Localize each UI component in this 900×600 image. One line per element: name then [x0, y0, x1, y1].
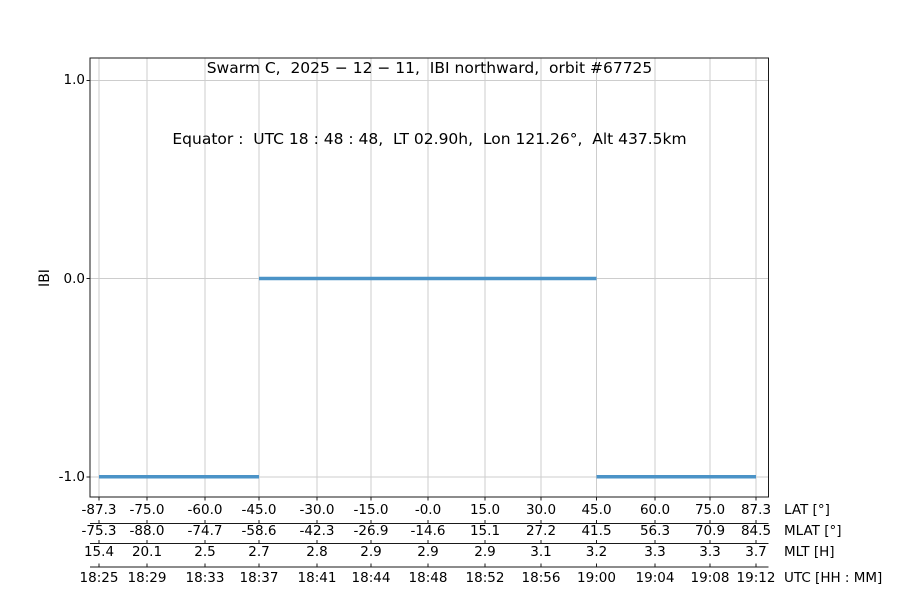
tick-label-lat: 87.3 [740, 501, 772, 518]
tick-label-mlat: 41.5 [581, 522, 612, 539]
tick-label-mlt: 2.8 [306, 543, 328, 560]
y-tick-label: -1.0 [58, 469, 85, 485]
tick-label-lat: -30.0 [299, 501, 335, 518]
tick-label-utc: 18:56 [521, 569, 561, 586]
tick-label-lat: -45.0 [241, 501, 277, 518]
x-row-label-mlt: MLT [H] [784, 543, 835, 560]
tick-label-lat: -60.0 [187, 501, 223, 518]
tick-label-lat: 15.0 [469, 501, 501, 518]
tick-label-lat: 60.0 [639, 501, 671, 518]
tick-label-mlt: 2.9 [360, 543, 382, 560]
tick-label-lat: 75.0 [694, 501, 726, 518]
tick-label-utc: 18:52 [465, 569, 505, 586]
tick-label-mlat: -26.9 [353, 522, 389, 539]
tick-label-mlat: 70.9 [694, 522, 726, 539]
plot-border [89, 57, 769, 498]
tick-label-mlt: 2.9 [474, 543, 496, 560]
y-tick-label: 0.0 [63, 270, 85, 287]
tick-label-mlt: 3.2 [585, 543, 608, 560]
tick-label-utc: 19:00 [577, 569, 616, 586]
tick-label-lat: -87.3 [81, 501, 117, 518]
tick-label-lat: 45.0 [581, 501, 612, 518]
tick-label-lat: -15.0 [353, 501, 389, 518]
tick-label-utc: 18:25 [79, 569, 119, 586]
tick-label-mlat: -58.6 [241, 522, 277, 539]
tick-label-mlat: 27.2 [525, 522, 557, 539]
tick-label-mlt: 20.1 [131, 543, 163, 560]
tick-label-utc: 18:41 [297, 569, 337, 586]
tick-label-lat: 30.0 [525, 501, 557, 518]
tick-label-utc: 18:33 [185, 569, 225, 586]
chart-title-line1: Swarm C, 2025 − 12 − 11, IBI northward, … [206, 59, 653, 77]
tick-label-utc: 19:12 [736, 569, 776, 586]
tick-label-lat: -75.0 [129, 501, 165, 518]
x-row-label-utc: UTC [HH : MM] [784, 569, 883, 586]
tick-label-mlat: -75.3 [81, 522, 117, 539]
chart-title: Swarm C, 2025 − 12 − 11, IBI northward, … [90, 10, 769, 198]
tick-label-utc: 18:44 [351, 569, 391, 586]
tick-label-mlt: 2.7 [248, 543, 270, 560]
tick-label-mlt: 3.3 [644, 543, 666, 560]
tick-label-mlat: -42.3 [299, 522, 335, 539]
tick-label-mlt: 15.4 [83, 543, 115, 560]
x-row-label-mlat: MLAT [°] [784, 522, 842, 539]
tick-label-mlat: 56.3 [639, 522, 671, 539]
tick-label-utc: 18:37 [239, 569, 279, 586]
tick-label-utc: 18:29 [127, 569, 167, 586]
tick-label-mlat: -74.7 [187, 522, 223, 539]
tick-label-mlat: 84.5 [740, 522, 772, 539]
tick-label-utc: 19:04 [635, 569, 675, 586]
tick-label-lat: -0.0 [414, 501, 442, 518]
chart-title-line2: Equator : UTC 18 : 48 : 48, LT 02.90h, L… [172, 129, 687, 148]
tick-label-utc: 18:48 [408, 569, 448, 586]
tick-label-mlt: 3.1 [530, 543, 552, 560]
tick-label-mlt: 3.3 [699, 543, 721, 560]
x-row-label-lat: LAT [°] [784, 501, 830, 518]
tick-label-mlt: 2.5 [194, 543, 216, 560]
tick-label-mlt: 2.9 [417, 543, 439, 560]
tick-label-mlat: 15.1 [469, 522, 501, 539]
tick-label-mlt: 3.7 [745, 543, 767, 560]
tick-label-mlat: -88.0 [129, 522, 165, 539]
tick-label-utc: 19:08 [690, 569, 730, 586]
y-tick-label: 1.0 [63, 72, 85, 88]
tick-label-mlat: -14.6 [410, 522, 446, 539]
